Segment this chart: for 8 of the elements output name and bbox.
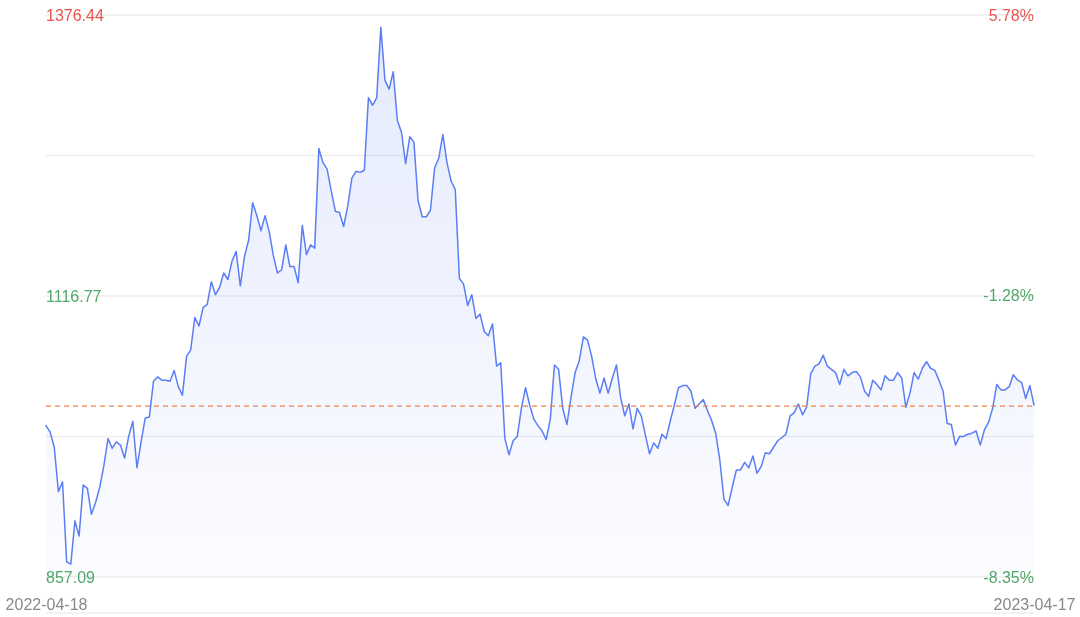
y-tick-label: 1116.77 bbox=[46, 287, 102, 305]
y-tick-label: 857.09 bbox=[46, 568, 96, 586]
y2-tick-label: 5.78% bbox=[988, 6, 1034, 24]
x-tick-label: 2023-04-17 bbox=[993, 596, 1076, 614]
y-tick-label: 1376.44 bbox=[46, 6, 104, 24]
y2-tick-label: -1.28% bbox=[983, 287, 1034, 305]
x-tick-label: 2022-04-18 bbox=[5, 596, 88, 614]
y2-tick-label: -8.35% bbox=[983, 568, 1034, 586]
